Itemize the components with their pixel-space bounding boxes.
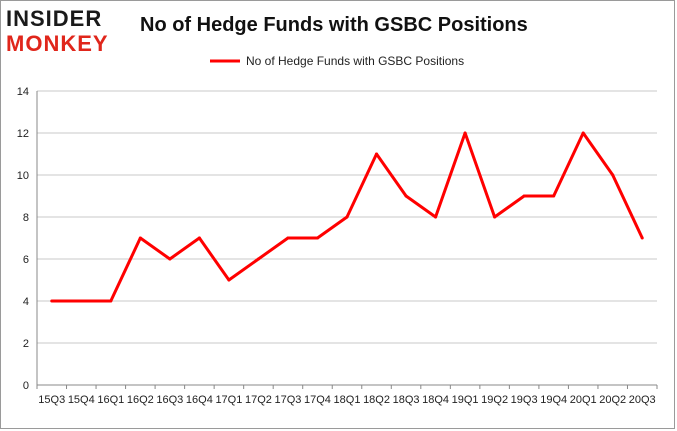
grid-layer	[37, 90, 657, 386]
x-tick-label: 19Q3	[511, 394, 538, 406]
x-tick-label: 20Q3	[629, 394, 656, 406]
logo-line2: MONKEY	[6, 31, 109, 56]
x-tick-label: 17Q3	[274, 394, 301, 406]
data-point	[345, 215, 349, 219]
data-point	[168, 257, 172, 261]
data-point	[286, 236, 290, 240]
series-layer	[50, 131, 644, 303]
x-tick-label: 16Q4	[186, 394, 213, 406]
logo-line1: INSIDER	[6, 6, 102, 31]
legend-label: No of Hedge Funds with GSBC Positions	[246, 54, 464, 68]
y-tick-label: 12	[17, 128, 29, 140]
x-tick-label: 17Q2	[245, 394, 272, 406]
y-tick-label: 8	[23, 212, 29, 224]
legend: No of Hedge Funds with GSBC Positions	[210, 54, 464, 68]
y-tick-label: 2	[23, 338, 29, 350]
data-point	[315, 236, 319, 240]
x-tick-label: 19Q1	[452, 394, 479, 406]
x-tick-label: 20Q1	[570, 394, 597, 406]
data-point	[434, 215, 438, 219]
data-point	[50, 299, 54, 303]
data-point	[256, 257, 260, 261]
chart-title: No of Hedge Funds with GSBC Positions	[140, 14, 528, 36]
data-point	[552, 194, 556, 198]
data-point	[109, 299, 113, 303]
x-tick-label: 15Q4	[68, 394, 95, 406]
x-tick-label: 18Q1	[334, 394, 361, 406]
insider-monkey-logo: INSIDER MONKEY	[6, 6, 109, 56]
data-point	[375, 152, 379, 156]
data-point	[640, 236, 644, 240]
x-tick-label: 18Q2	[363, 394, 390, 406]
data-point	[227, 278, 231, 282]
data-point	[493, 215, 497, 219]
data-point	[581, 131, 585, 135]
data-point	[611, 173, 615, 177]
x-tick-label: 19Q2	[481, 394, 508, 406]
x-tick-label: 16Q1	[97, 394, 124, 406]
x-tick-label: 18Q4	[422, 394, 449, 406]
data-point	[138, 236, 142, 240]
y-tick-label: 10	[17, 170, 29, 182]
y-tick-label: 6	[23, 254, 29, 266]
y-tick-label: 14	[17, 86, 29, 98]
x-tick-label: 18Q3	[393, 394, 420, 406]
x-tick-label: 16Q2	[127, 394, 154, 406]
y-tick-label: 0	[23, 380, 29, 392]
x-tick-label: 19Q4	[540, 394, 567, 406]
data-point	[522, 194, 526, 198]
x-tick-label: 17Q1	[215, 394, 242, 406]
x-tick-label: 17Q4	[304, 394, 331, 406]
data-point	[197, 236, 201, 240]
data-point	[79, 299, 83, 303]
y-tick-label: 4	[23, 296, 29, 308]
x-tick-label: 15Q3	[38, 394, 65, 406]
data-point	[404, 194, 408, 198]
data-point	[463, 131, 467, 135]
x-tick-label: 16Q3	[156, 394, 183, 406]
x-tick-label: 20Q2	[599, 394, 626, 406]
